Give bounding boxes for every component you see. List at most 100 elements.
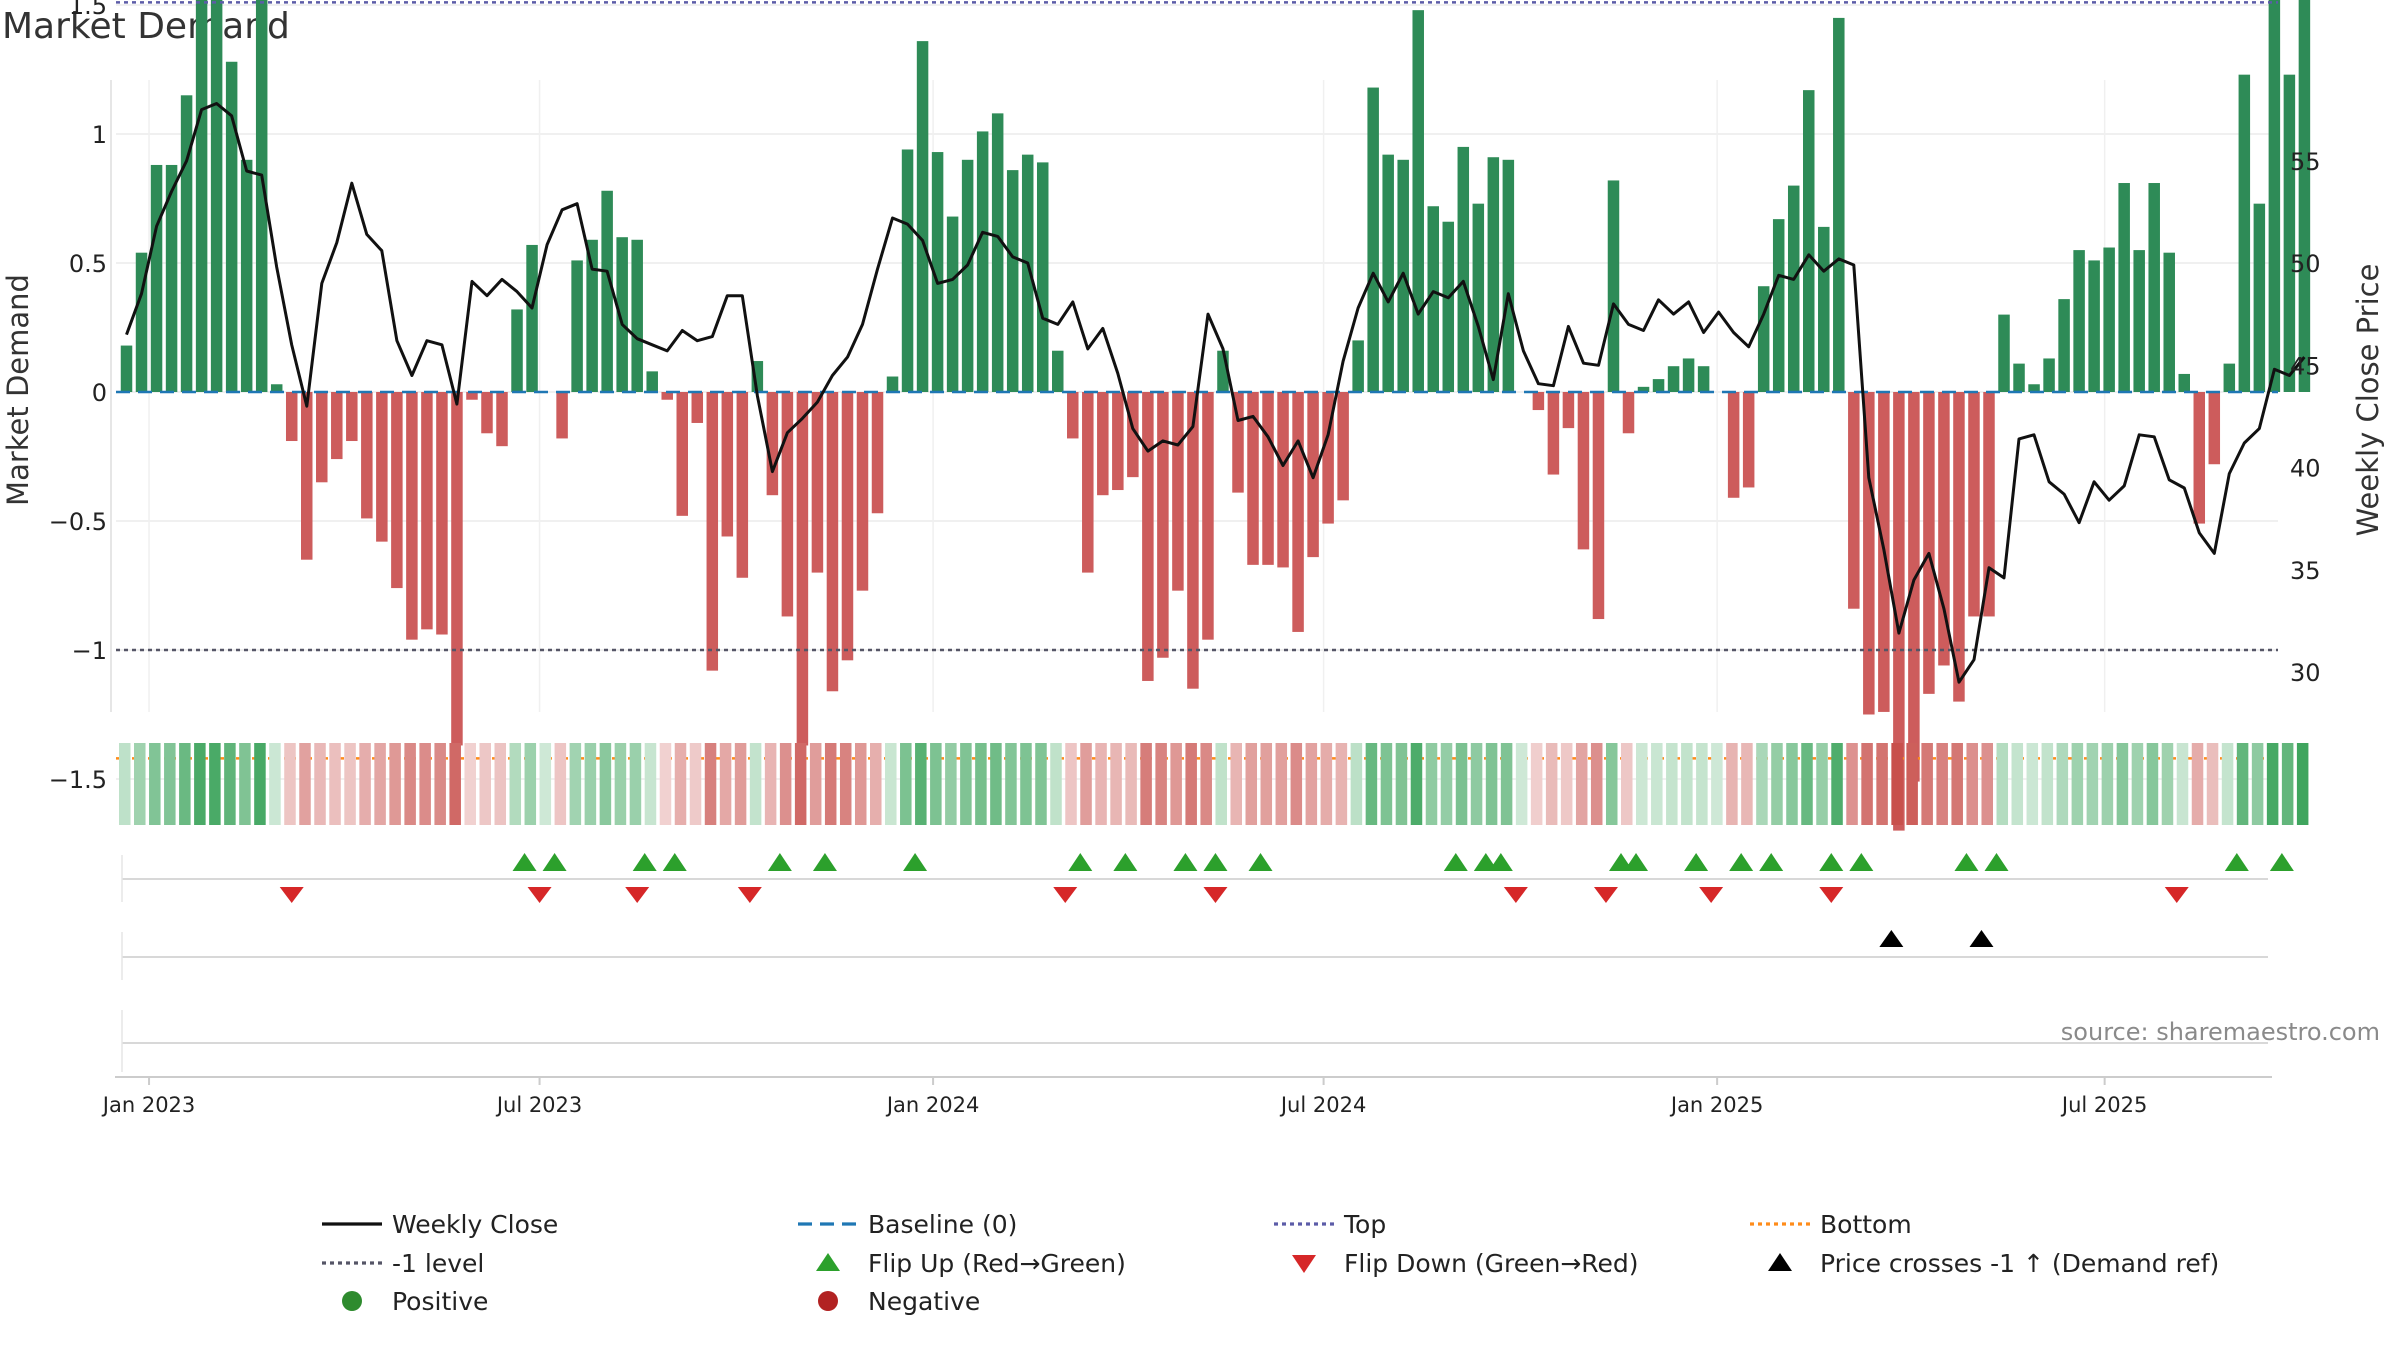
strip-cell [1981,743,1993,825]
y2-tick-label: 45 [2290,352,2321,380]
demand-bar [1983,392,1995,617]
strip-cell [1681,743,1693,825]
y-axis-right: 55 50 45 40 35 30 [2290,148,2321,687]
strip-cell [494,743,507,825]
strip-cell [1395,743,1408,825]
y2-tick-label: 35 [2290,557,2321,585]
demand-bar [1833,17,1845,393]
flip-up-marker [903,853,928,871]
demand-bar [691,392,704,423]
legend-swatch [818,1291,838,1311]
x-tick-label: Jan 2025 [1669,1093,1764,1117]
strip-cell [1185,743,1197,825]
y-tick-label: −1 [72,637,107,665]
flip-up-marker [632,853,657,871]
strip-cell [1996,743,2009,825]
strip-cell [1906,743,1918,825]
flip-up-marker [1819,853,1844,871]
strip-cell [599,743,612,825]
strip-cell [239,743,251,825]
strip-cell [2296,743,2309,825]
strip-cell [885,743,897,825]
flip-down-marker [279,887,304,903]
strip-cell [1891,743,1903,825]
demand-bar [1863,392,1875,715]
strip-cell [644,743,657,825]
flip-up-marker [1954,853,1979,871]
legend-label: Negative [868,1287,980,1316]
demand-bar [931,152,944,392]
strip-cell [554,743,567,825]
flip-events-panel [121,853,2294,903]
strip-cell [419,743,431,825]
demand-bar [1547,392,1560,475]
strip-cell [1816,743,1828,825]
strip-cell [2041,743,2054,825]
strip-cell [2191,743,2204,825]
strip-cell [2176,743,2189,825]
strip-cell [329,743,341,825]
demand-bar [616,237,628,392]
demand-bar [1367,87,1379,392]
strip-cell [1200,743,1212,825]
x-tick-label: Jan 2023 [101,1093,196,1117]
strip-cell [1876,743,1888,825]
demand-bar [901,149,914,392]
legend-item: Weekly Close [322,1210,558,1239]
demand-bar [1292,392,1304,632]
demand-bar [1848,392,1860,609]
strip-cell [2086,743,2099,825]
demand-bar [1667,366,1680,392]
demand-bar [1202,392,1214,640]
demand-bar [2118,183,2130,392]
legend-swatch [1768,1253,1792,1271]
y2-tick-label: 30 [2290,659,2321,687]
demand-bar [1142,392,1154,681]
strip-cell [1621,743,1633,825]
demand-bar [1487,157,1500,392]
strip-cell [1936,743,1948,825]
flip-up-marker [2269,853,2294,871]
demand-bar [301,392,313,560]
flip-up-marker [767,853,792,871]
strip-cell [1651,743,1663,825]
strip-cell [344,743,356,825]
strip-cell [1230,743,1242,825]
demand-bar [285,392,298,442]
demand-bar [511,309,523,392]
strip-cell [629,743,642,825]
strip-cell [1350,743,1363,825]
strip-cell [824,743,837,825]
flip-up-marker [1488,853,1513,871]
strip-cell [839,743,852,825]
strip-cell [1245,743,1258,825]
demand-bar [2268,0,2281,392]
demand-bar [1067,392,1079,439]
strip-cell [1215,743,1227,825]
strip-cell [1110,743,1122,825]
demand-bar [676,392,688,516]
demand-bar [1172,392,1184,591]
strip-cell [2161,743,2174,825]
demand-bar [1682,358,1695,392]
flip-up-marker [2224,853,2249,871]
demand-bar [586,239,598,392]
demand-bar [1036,162,1049,392]
demand-bar [1082,392,1094,573]
flip-up-marker [662,853,687,871]
flip-up-marker [1473,853,1498,871]
demand-bar [2133,250,2145,392]
strip-cell [1170,743,1182,825]
strip-cell [1801,743,1813,825]
demand-bar [2178,373,2190,392]
flip-up-marker [1684,853,1709,871]
strip-cell [990,743,1002,825]
demand-bar [1337,392,1349,501]
strip-cell [809,743,822,825]
flip-up-marker [1759,853,1784,871]
legend-item: Bottom [1750,1210,1912,1239]
demand-bar [1577,392,1590,550]
strip-cell [389,743,401,825]
strip-cell [2056,743,2069,825]
legend-item: Price crosses -1 ↑ (Demand ref) [1768,1249,2219,1278]
